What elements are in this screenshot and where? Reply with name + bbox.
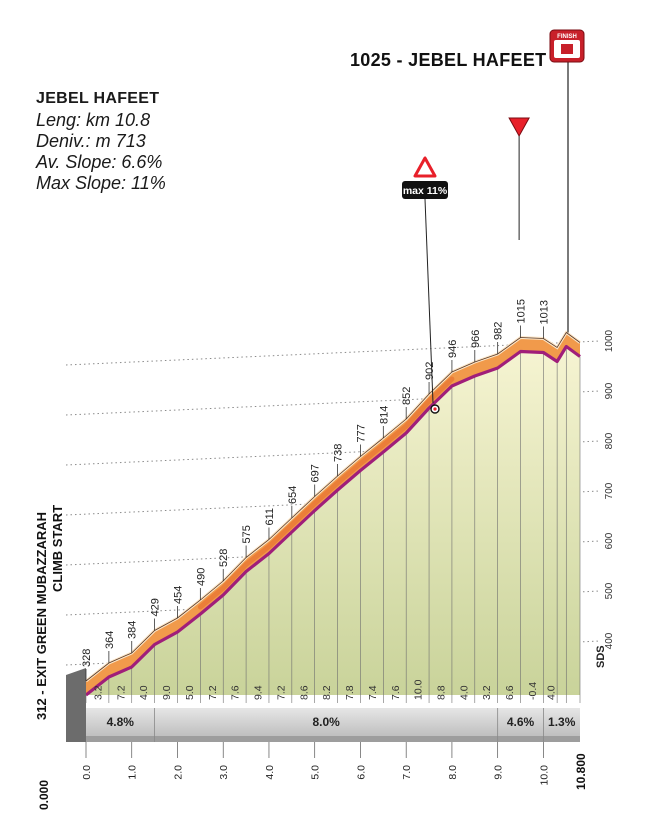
total-distance-label: 10.800 bbox=[574, 753, 588, 790]
segment-slope-9: 8.6 bbox=[298, 685, 310, 700]
finish-title: 1025 - JEBEL HAFEET bbox=[350, 50, 547, 70]
segment-slope-0: 3.2 bbox=[92, 685, 104, 700]
elev-label-902: 902 bbox=[424, 362, 436, 380]
y-tick-900: 900 bbox=[604, 382, 615, 399]
elev-label-490: 490 bbox=[195, 568, 207, 586]
max-slope-point-core bbox=[433, 407, 437, 411]
y-tick-600: 600 bbox=[604, 532, 615, 549]
climb-name: JEBEL HAFEET bbox=[36, 90, 160, 107]
segment-slope-18: 6.6 bbox=[504, 685, 516, 700]
elev-label-1013: 1013 bbox=[538, 300, 550, 324]
segment-slope-20: 4.0 bbox=[545, 685, 557, 700]
x-tick-8.0: 8.0 bbox=[447, 765, 459, 780]
elev-label-611: 611 bbox=[264, 508, 276, 526]
section-average-2: 4.6% bbox=[507, 715, 535, 729]
segment-slope-8: 7.2 bbox=[275, 685, 287, 700]
road-band bbox=[85, 330, 581, 697]
x-tick-1.0: 1.0 bbox=[127, 765, 139, 780]
x-tick-10.0: 10.0 bbox=[538, 765, 550, 786]
segment-slope-1: 7.2 bbox=[115, 685, 127, 700]
x-tick-9.0: 9.0 bbox=[493, 765, 505, 780]
base-left-face bbox=[66, 668, 86, 742]
terrain-area bbox=[85, 346, 581, 703]
finish-badge-text: FINISH bbox=[557, 34, 577, 40]
x-tick-4.0: 4.0 bbox=[264, 765, 276, 780]
elev-label-738: 738 bbox=[333, 444, 345, 462]
segment-slope-2: 4.0 bbox=[138, 685, 150, 700]
segment-slope-10: 8.2 bbox=[321, 685, 333, 700]
x-tick-3.0: 3.0 bbox=[218, 765, 230, 780]
triangle-marker bbox=[508, 117, 530, 138]
base-strip-edge bbox=[86, 736, 580, 742]
elev-label-966: 966 bbox=[470, 330, 482, 348]
segment-slope-5: 7.2 bbox=[207, 685, 219, 700]
x-tick-5.0: 5.0 bbox=[310, 765, 322, 780]
climb-info-box: JEBEL HAFEET Leng: km 10.8 Deniv.: m 713… bbox=[36, 90, 166, 194]
climb-length: Leng: km 10.8 bbox=[36, 110, 151, 130]
segment-slope-13: 7.6 bbox=[390, 685, 402, 700]
chart-labels: 400 500 600 700 800 900 1000 328 364 384 429 454 490… bbox=[34, 299, 615, 810]
segment-slope-16: 4.0 bbox=[458, 685, 470, 700]
start-title: 312 - EXIT GREEN MUBAZZARAH bbox=[34, 512, 49, 720]
section-average-3: 1.3% bbox=[548, 715, 576, 729]
segment-slope-3: 9.0 bbox=[161, 685, 173, 700]
finish-badge-icon bbox=[561, 44, 573, 54]
elev-label-946: 946 bbox=[447, 340, 459, 358]
x-tick-7.0: 7.0 bbox=[401, 765, 413, 780]
elev-label-1015: 1015 bbox=[516, 299, 528, 323]
elev-label-697: 697 bbox=[310, 464, 322, 482]
segment-slope-11: 7.8 bbox=[344, 685, 356, 700]
elev-label-575: 575 bbox=[241, 525, 253, 543]
y-tick-700: 700 bbox=[604, 482, 615, 499]
road-top-edge bbox=[85, 331, 581, 682]
y-tick-500: 500 bbox=[604, 582, 615, 599]
segment-slope-19: -0.4 bbox=[527, 682, 539, 700]
elev-label-982: 982 bbox=[493, 322, 505, 340]
elev-label-777: 777 bbox=[355, 424, 367, 442]
road-bottom-outline bbox=[85, 344, 581, 697]
elev-label-454: 454 bbox=[172, 586, 184, 604]
steep-section-highlight bbox=[197, 376, 455, 610]
segment-slope-15: 8.8 bbox=[435, 685, 447, 700]
segment-slope-17: 3.2 bbox=[481, 685, 493, 700]
segment-slope-6: 7.6 bbox=[230, 685, 242, 700]
max-slope-tag bbox=[402, 181, 448, 199]
elev-label-384: 384 bbox=[127, 621, 139, 639]
chart-markers: FINISH max 11% bbox=[402, 29, 585, 414]
elev-label-364: 364 bbox=[104, 631, 116, 649]
y-tick-400: 400 bbox=[604, 632, 615, 649]
segment-slope-14: 10.0 bbox=[413, 679, 425, 700]
x-tick-0.0: 0.0 bbox=[81, 765, 93, 780]
y-tick-800: 800 bbox=[604, 432, 615, 449]
segment-slope-12: 7.4 bbox=[367, 685, 379, 700]
elev-label-429: 429 bbox=[150, 598, 162, 616]
x-tick-2.0: 2.0 bbox=[172, 765, 184, 780]
elev-label-654: 654 bbox=[287, 486, 299, 504]
start-distance-label: 0.000 bbox=[37, 780, 51, 810]
climb-average-slope: Av. Slope: 6.6% bbox=[36, 152, 163, 172]
elev-label-814: 814 bbox=[378, 406, 390, 424]
segment-slope-7: 9.4 bbox=[253, 685, 265, 700]
climb-elevation-gain: Deniv.: m 713 bbox=[36, 131, 146, 151]
segment-slope-4: 5.0 bbox=[184, 685, 196, 700]
max-slope-triangle bbox=[413, 156, 437, 178]
section-average-0: 4.8% bbox=[107, 715, 135, 729]
start-subtitle: CLIMB START bbox=[50, 505, 65, 592]
elev-label-528: 528 bbox=[218, 549, 230, 567]
sds-label: SDS bbox=[595, 645, 607, 668]
climb-max-slope: Max Slope: 11% bbox=[36, 173, 166, 193]
section-average-1: 8.0% bbox=[312, 715, 340, 729]
max-slope-tag-text: max 11% bbox=[403, 185, 448, 197]
x-tick-6.0: 6.0 bbox=[355, 765, 367, 780]
y-tick-1000: 1000 bbox=[604, 329, 615, 352]
max-slope-leader bbox=[424, 198, 434, 404]
elev-label-852: 852 bbox=[401, 387, 413, 405]
elev-label-328: 328 bbox=[81, 649, 93, 667]
base-strip: 4.8% 8.0% 4.6% 1.3% bbox=[66, 668, 580, 742]
